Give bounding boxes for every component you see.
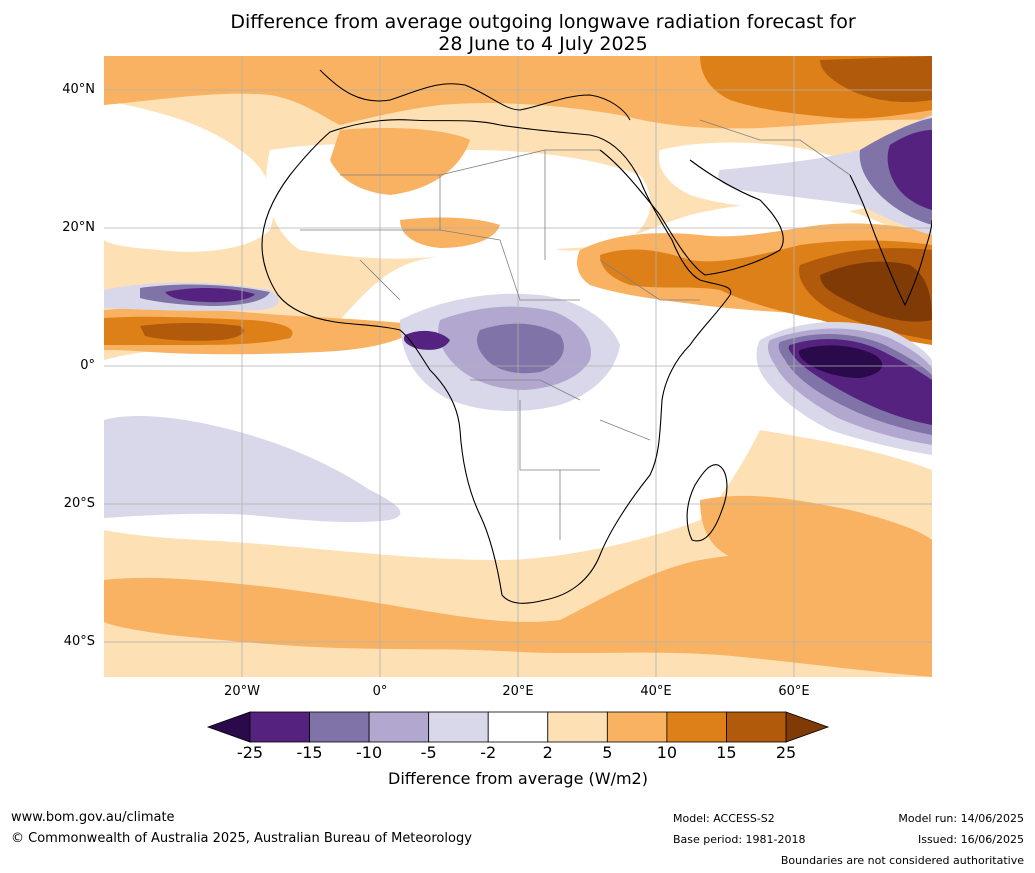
colorbar-segment xyxy=(487,711,549,743)
lon-label-20e: 20°E xyxy=(502,684,534,699)
india-coastline xyxy=(849,174,932,307)
footer-model: Model: ACCESS-S2 xyxy=(673,812,775,825)
colorbar-segment xyxy=(309,711,370,743)
colorbar-tick-label: -25 xyxy=(236,743,264,762)
europe-coastline xyxy=(319,69,631,121)
neutral-region-north-atlantic xyxy=(104,100,274,252)
colorbar-tick-label: 10 xyxy=(656,743,678,762)
positive-region-south-atlantic-islands xyxy=(117,583,170,611)
map-area xyxy=(104,56,932,677)
colorbar-title: Difference from average (W/m2) xyxy=(388,769,648,788)
negative-region-gulf-guinea-island xyxy=(403,330,450,350)
colorbar-segment xyxy=(249,711,310,743)
lon-label-60e: 60°E xyxy=(778,684,810,699)
positive-region-south-atlantic xyxy=(104,540,932,677)
positive-region-arabian-sea-peak xyxy=(820,261,932,322)
africa-coastline xyxy=(261,119,732,604)
arabia-coastline xyxy=(599,149,784,276)
colorbar-segment xyxy=(547,711,608,743)
chart-title-line-1: Difference from average outgoing longwav… xyxy=(230,11,856,33)
colorbar-tick-label: -15 xyxy=(296,743,323,762)
negative-region-south-atlantic xyxy=(104,415,401,523)
negative-region-india-peak xyxy=(887,130,932,210)
chart-title-line-2: 28 June to 4 July 2025 xyxy=(438,33,648,55)
colorbar-tick-label: 2 xyxy=(542,743,553,762)
positive-region-caspian xyxy=(820,56,932,102)
colorbar-extend-high xyxy=(785,711,830,743)
madagascar-coastline xyxy=(686,464,728,542)
positive-region-gulf-guinea-peak xyxy=(140,323,244,341)
negative-region-west-africa-peak xyxy=(165,288,255,303)
negative-region-indian-ocean-extreme xyxy=(798,345,883,378)
footer-model-run: Model run: 14/06/2025 xyxy=(898,812,1024,825)
lat-label-20s: 20°S xyxy=(63,496,95,511)
colorbar-tick-label: -5 xyxy=(420,743,437,762)
lat-label-40n: 40°N xyxy=(62,82,95,97)
colorbar-tick-label: 25 xyxy=(775,743,797,762)
country-borders xyxy=(300,119,851,540)
lon-label-0: 0° xyxy=(372,684,388,699)
colorbar-segment xyxy=(606,711,668,743)
colorbar-tick-label: 15 xyxy=(716,743,737,762)
colorbar xyxy=(206,711,830,743)
footer-base-period: Base period: 1981-2018 xyxy=(673,833,806,846)
colorbar-tick-label: 5 xyxy=(602,743,613,762)
colorbar-segment xyxy=(726,711,787,743)
colorbar-segment xyxy=(666,711,727,743)
negative-region-congo-peak xyxy=(477,323,564,374)
footer-copyright: © Commonwealth of Australia 2025, Austra… xyxy=(11,831,472,846)
colorbar-tick-label: -10 xyxy=(356,743,383,762)
colorbar-segment xyxy=(368,711,430,743)
positive-region-west-sahel xyxy=(400,217,500,248)
lon-label-20w: 20°W xyxy=(224,684,260,699)
positive-region-sahel xyxy=(330,128,470,195)
gridlines xyxy=(104,56,932,677)
colorbar-tick-label: -2 xyxy=(480,743,497,762)
lat-label-40s: 40°S xyxy=(63,634,95,649)
footer-disclaimer: Boundaries are not considered authoritat… xyxy=(780,854,1024,867)
positive-region-madagascar-east xyxy=(700,495,932,565)
footer-website: www.bom.gov.au/climate xyxy=(11,810,175,825)
lat-label-20n: 20°N xyxy=(62,220,95,235)
lon-label-40e: 40°E xyxy=(640,684,672,699)
lat-label-0: 0° xyxy=(80,358,95,373)
colorbar-segment xyxy=(428,711,489,743)
colorbar-extend-low xyxy=(206,711,251,743)
footer-issued: Issued: 16/06/2025 xyxy=(917,833,1024,846)
